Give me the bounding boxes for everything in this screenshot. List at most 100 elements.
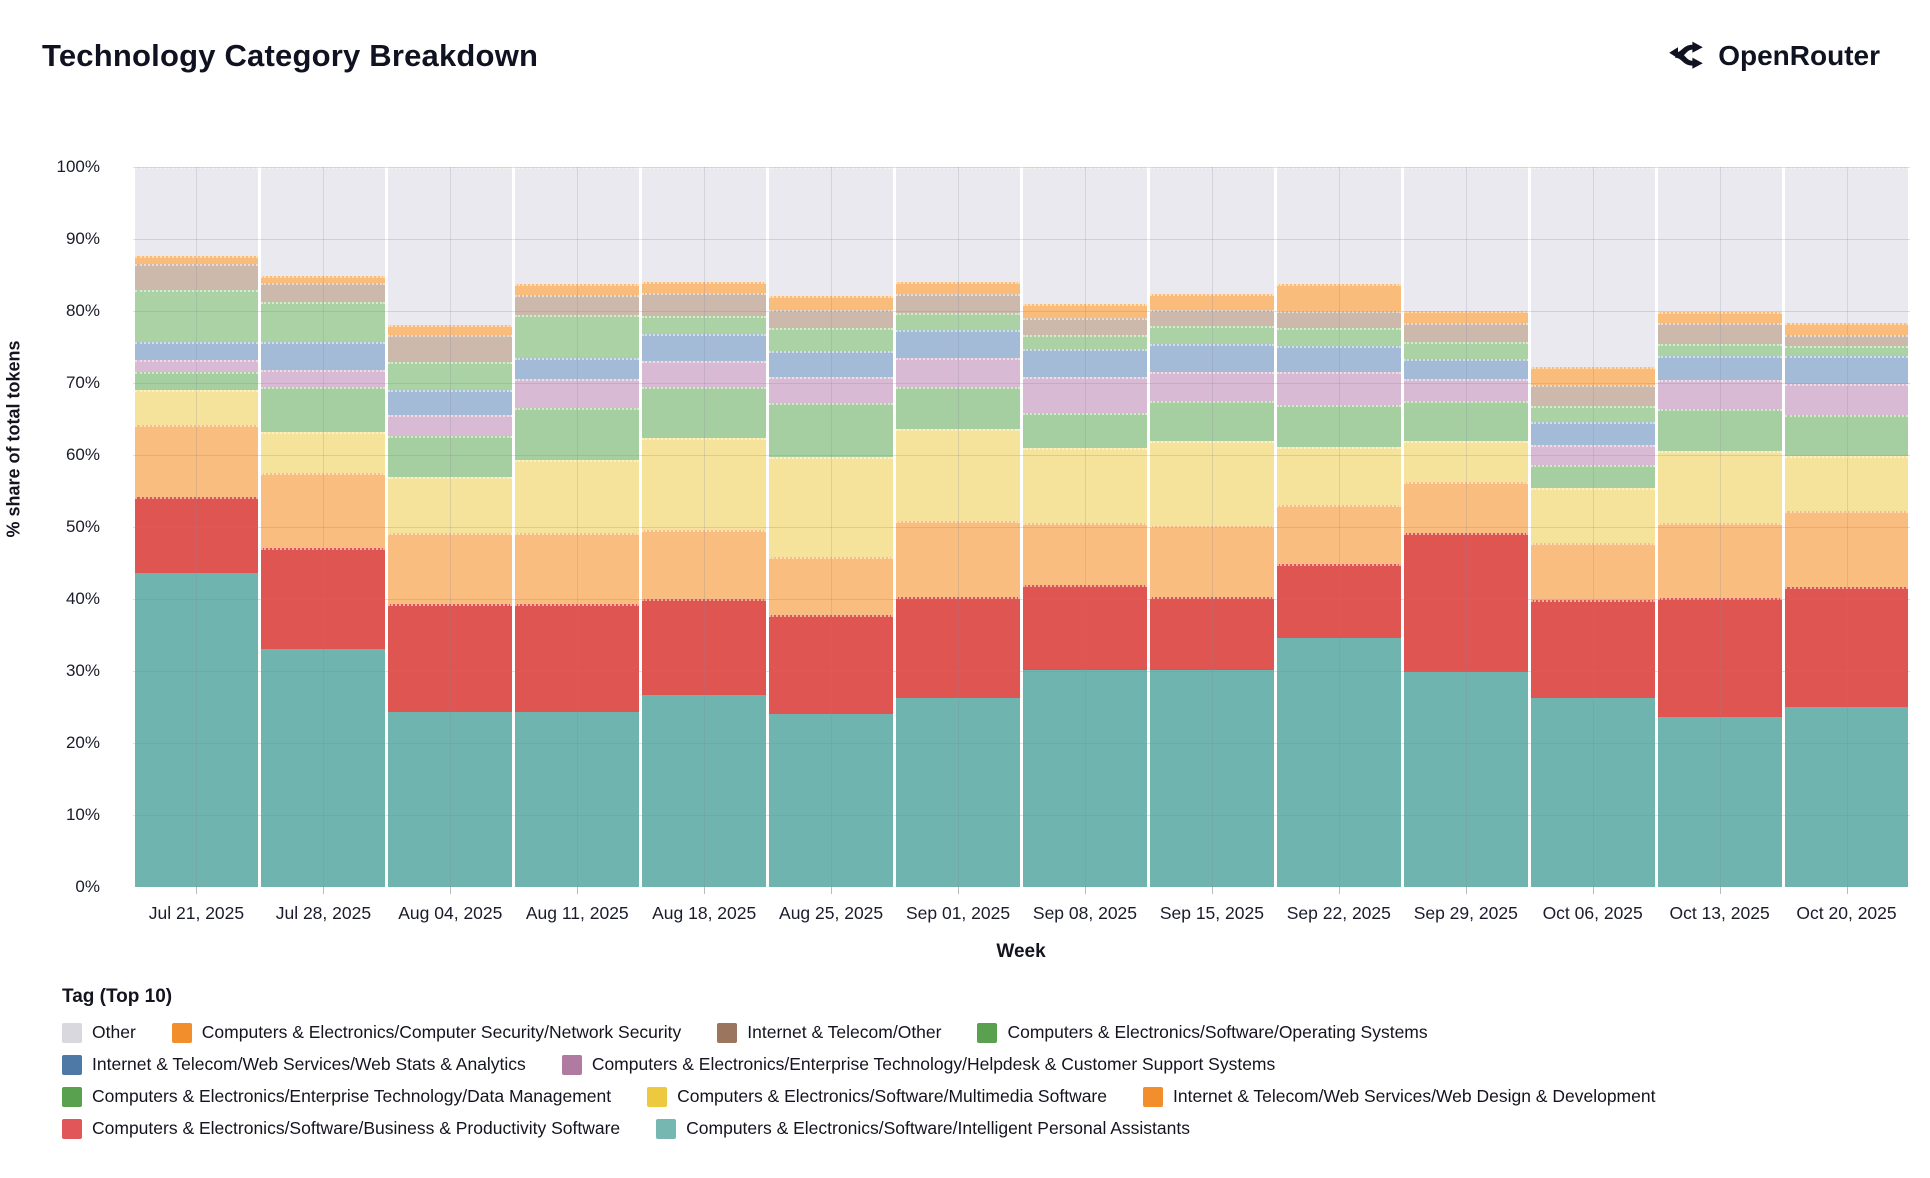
segment-webdesign[interactable] [1023,523,1147,585]
segment-other[interactable] [134,167,259,257]
segment-webdesign[interactable] [1149,525,1274,597]
segment-ipa[interactable] [1403,671,1528,887]
segment-bizprod[interactable] [1657,598,1782,718]
segment-ipa[interactable] [388,712,513,887]
segment-helpdesk[interactable] [515,379,640,409]
legend-item-other[interactable]: Other [62,1022,136,1043]
segment-helpdesk[interactable] [1403,378,1528,402]
segment-ipa[interactable] [769,714,894,887]
segment-webstats[interactable] [261,342,386,371]
segment-os[interactable] [1657,344,1782,356]
segment-helpdesk[interactable] [134,360,259,373]
segment-bizprod[interactable] [1023,584,1147,670]
segment-multimedia[interactable] [515,460,640,533]
segment-netsec[interactable] [134,256,259,265]
segment-other[interactable] [261,167,386,276]
segment-os[interactable] [134,290,259,342]
legend-item-bizprod[interactable]: Computers & Electronics/Software/Busines… [62,1118,620,1139]
segment-netsec[interactable] [642,282,767,294]
legend-item-os[interactable]: Computers & Electronics/Software/Operati… [977,1022,1428,1043]
segment-bizprod[interactable] [769,614,894,715]
segment-webdesign[interactable] [1403,482,1528,533]
segment-itother[interactable] [1276,311,1401,328]
segment-other[interactable] [896,167,1020,283]
segment-netsec[interactable] [1530,366,1655,385]
segment-multimedia[interactable] [1149,440,1274,526]
segment-webdesign[interactable] [1784,511,1909,587]
segment-itother[interactable] [642,293,767,317]
segment-webstats[interactable] [134,342,259,360]
segment-webstats[interactable] [1023,349,1147,378]
segment-os[interactable] [1023,334,1147,350]
segment-bizprod[interactable] [1276,563,1401,638]
segment-helpdesk[interactable] [896,357,1020,387]
segment-multimedia[interactable] [388,477,513,533]
segment-bizprod[interactable] [1530,600,1655,699]
segment-bizprod[interactable] [388,604,513,713]
segment-netsec[interactable] [1023,303,1147,319]
segment-other[interactable] [1784,167,1909,323]
segment-webstats[interactable] [515,357,640,380]
segment-helpdesk[interactable] [388,415,513,437]
segment-itother[interactable] [1023,318,1147,335]
segment-datamgmt[interactable] [1403,401,1528,441]
segment-helpdesk[interactable] [642,360,767,388]
segment-multimedia[interactable] [1657,450,1782,524]
legend-item-multimedia[interactable]: Computers & Electronics/Software/Multime… [647,1086,1107,1107]
segment-netsec[interactable] [896,282,1020,295]
segment-datamgmt[interactable] [1276,405,1401,448]
segment-netsec[interactable] [1657,311,1782,323]
segment-webstats[interactable] [388,390,513,416]
segment-multimedia[interactable] [1276,447,1401,505]
segment-other[interactable] [388,167,513,325]
segment-os[interactable] [388,362,513,391]
segment-os[interactable] [515,315,640,358]
segment-ipa[interactable] [642,694,767,887]
segment-datamgmt[interactable] [1657,408,1782,451]
segment-webstats[interactable] [1530,421,1655,445]
segment-itother[interactable] [1530,384,1655,407]
segment-ipa[interactable] [1023,669,1147,887]
segment-itother[interactable] [1784,334,1909,347]
segment-helpdesk[interactable] [261,370,386,388]
segment-ipa[interactable] [515,712,640,887]
segment-datamgmt[interactable] [896,386,1020,430]
segment-helpdesk[interactable] [769,377,894,404]
segment-multimedia[interactable] [1784,455,1909,512]
segment-webdesign[interactable] [388,532,513,605]
segment-datamgmt[interactable] [1023,412,1147,448]
segment-other[interactable] [1023,167,1147,304]
segment-webdesign[interactable] [1657,523,1782,599]
segment-other[interactable] [1149,167,1274,294]
segment-helpdesk[interactable] [1276,371,1401,406]
segment-netsec[interactable] [1403,311,1528,323]
segment-bizprod[interactable] [1784,586,1909,707]
segment-netsec[interactable] [769,295,894,311]
segment-ipa[interactable] [1530,698,1655,887]
segment-os[interactable] [1784,346,1909,356]
segment-os[interactable] [769,327,894,352]
segment-webstats[interactable] [896,329,1020,358]
segment-ipa[interactable] [896,697,1020,887]
segment-netsec[interactable] [515,283,640,295]
segment-webstats[interactable] [1784,355,1909,385]
segment-itother[interactable] [515,294,640,316]
segment-bizprod[interactable] [134,496,259,574]
segment-multimedia[interactable] [261,431,386,474]
segment-webdesign[interactable] [642,529,767,600]
segment-webdesign[interactable] [1276,504,1401,564]
segment-os[interactable] [1149,326,1274,345]
segment-itother[interactable] [1403,322,1528,343]
segment-netsec[interactable] [1149,293,1274,311]
segment-itother[interactable] [134,264,259,291]
segment-netsec[interactable] [388,324,513,335]
segment-datamgmt[interactable] [1530,465,1655,489]
segment-webdesign[interactable] [1530,542,1655,601]
segment-multimedia[interactable] [896,429,1020,522]
segment-helpdesk[interactable] [1784,384,1909,415]
segment-itother[interactable] [1149,310,1274,327]
segment-os[interactable] [642,316,767,335]
segment-datamgmt[interactable] [1784,414,1909,456]
segment-other[interactable] [1276,167,1401,284]
segment-helpdesk[interactable] [1657,380,1782,409]
